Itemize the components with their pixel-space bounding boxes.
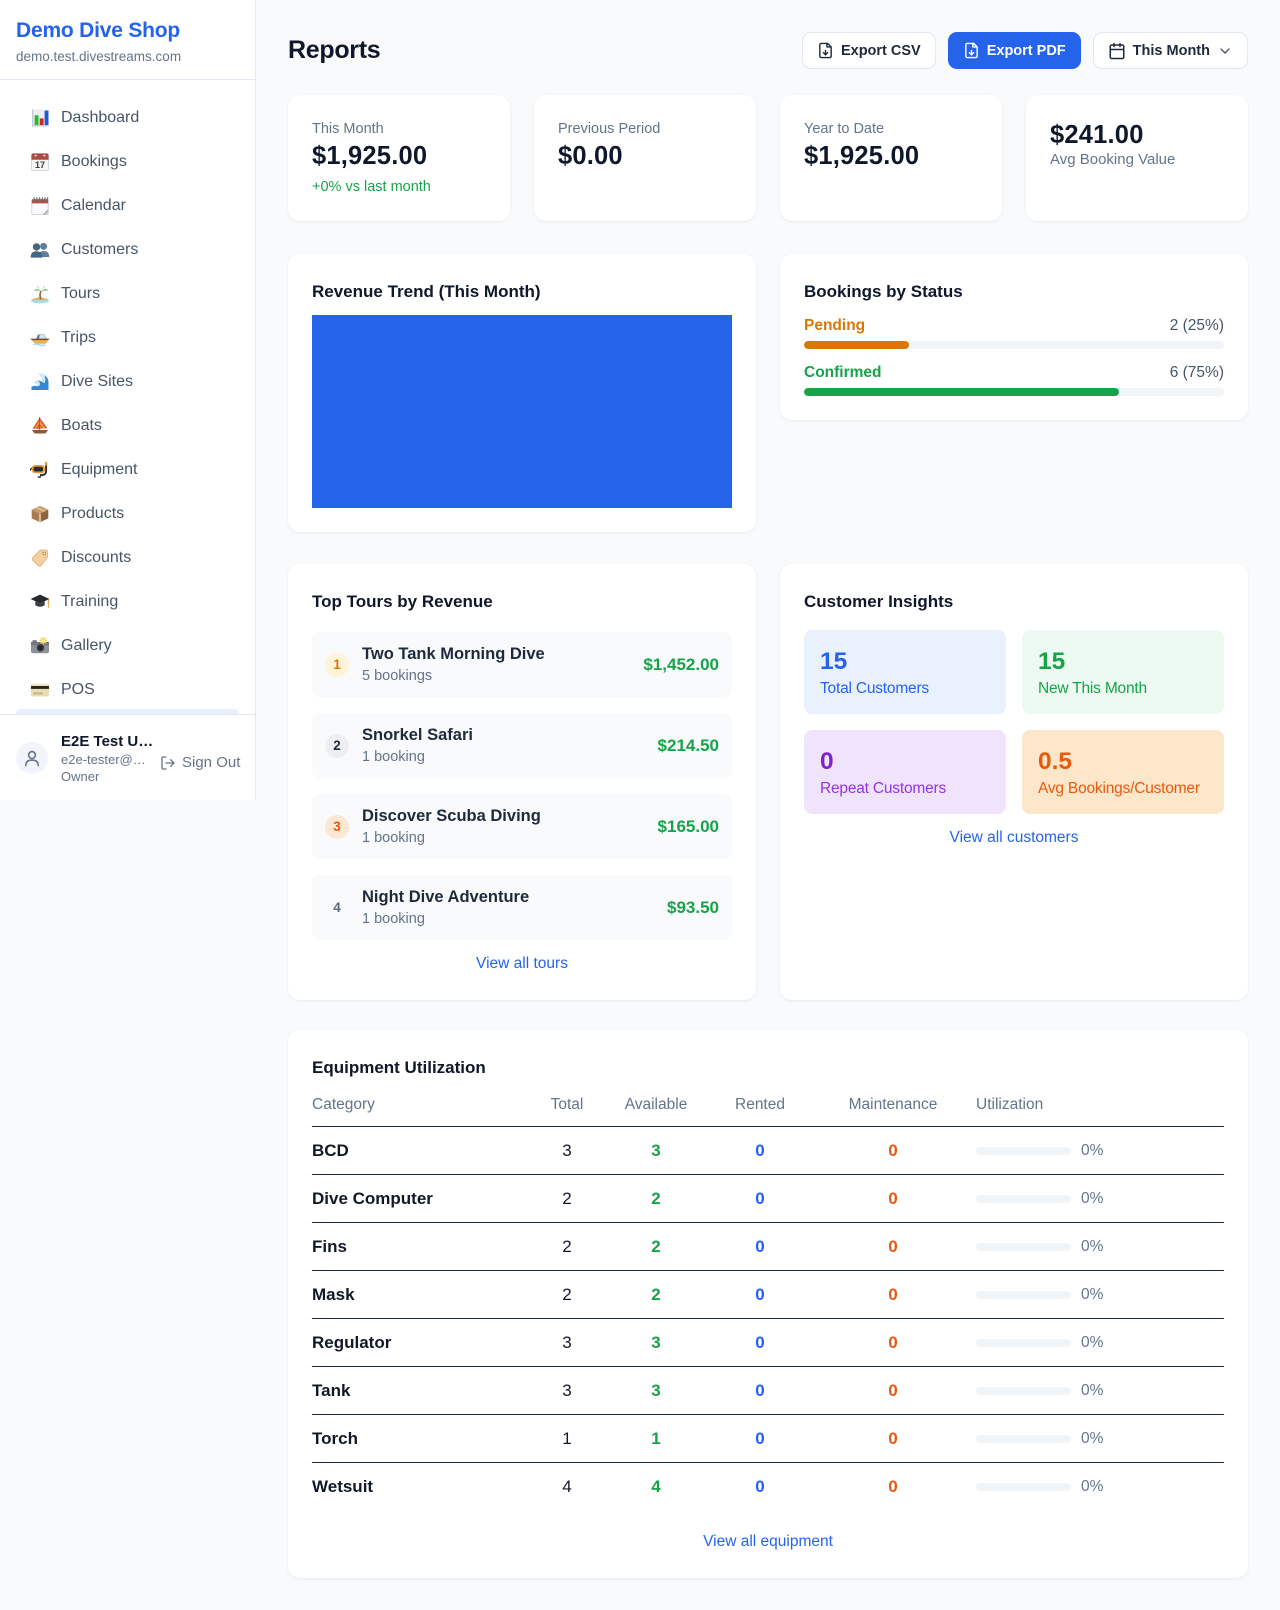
svg-text:17: 17 bbox=[35, 160, 45, 170]
